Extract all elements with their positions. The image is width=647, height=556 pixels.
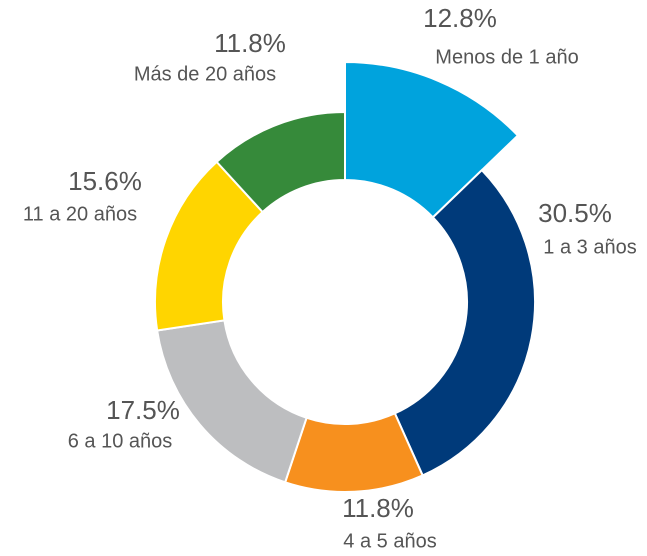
value-label: 17.5%	[106, 395, 180, 425]
category-label: Más de 20 años	[134, 63, 276, 85]
category-label: 11 a 20 años	[23, 203, 137, 225]
category-label: 1 a 3 años	[543, 236, 636, 258]
category-label: Menos de 1 año	[435, 46, 578, 68]
value-label: 15.6%	[68, 166, 142, 196]
donut-segment	[393, 168, 536, 477]
category-label: 4 a 5 años	[343, 530, 436, 552]
donut-segment	[215, 110, 346, 214]
donut-segment	[344, 60, 520, 219]
value-label: 11.8%	[342, 493, 414, 523]
value-label: 11.8%	[214, 28, 286, 58]
category-label: 6 a 10 años	[68, 430, 173, 452]
value-label: 12.8%	[423, 3, 497, 33]
value-label: 30.5%	[538, 198, 612, 228]
